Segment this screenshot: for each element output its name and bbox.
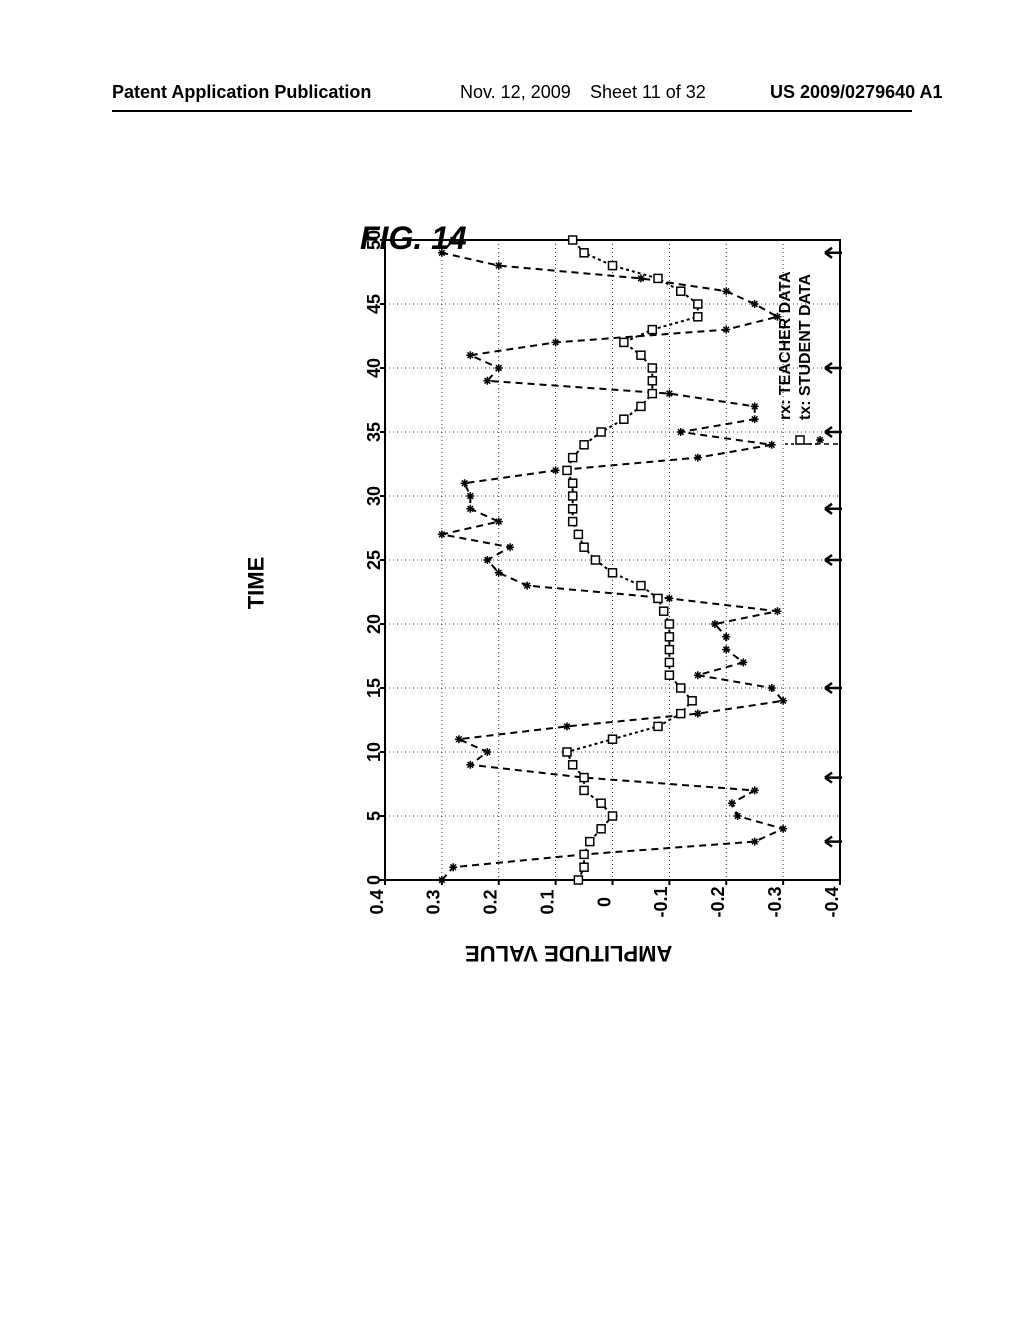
svg-text:rx: TEACHER DATA: rx: TEACHER DATA [777,271,794,420]
svg-text:0.1: 0.1 [537,889,557,914]
svg-text:0.2: 0.2 [481,889,501,914]
pub-number: US 2009/0279640 A1 [770,82,942,103]
svg-text:-0.2: -0.2 [708,886,728,917]
pub-date: Nov. 12, 2009 [460,82,571,103]
svg-text:-0.3: -0.3 [765,886,785,917]
svg-text:tx: STUDENT DATA: tx: STUDENT DATA [797,273,814,420]
pub-type-label: Patent Application Publication [112,82,371,103]
x-axis-label: TIME [243,557,269,610]
svg-text:0.3: 0.3 [424,889,444,914]
sheet-number: Sheet 11 of 32 [590,82,706,103]
svg-text:-0.4: -0.4 [822,886,842,917]
svg-text:0: 0 [594,897,614,907]
header-rule [112,110,912,112]
chart-area: 05101520253035404550-0.4-0.3-0.2-0.100.1… [300,220,860,940]
chart-svg: 05101520253035404550-0.4-0.3-0.2-0.100.1… [300,220,860,940]
svg-text:-0.1: -0.1 [651,886,671,917]
y-axis-label: AMPLITUDE VALUE [465,940,672,966]
svg-text:0.4: 0.4 [367,889,387,914]
